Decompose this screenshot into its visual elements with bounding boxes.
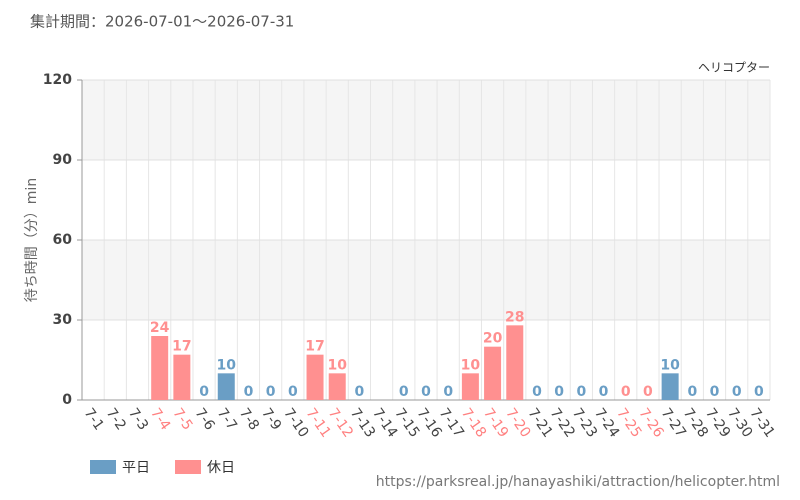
bar (217, 373, 235, 400)
data-label: 0 (576, 384, 586, 400)
data-label: 17 (172, 339, 191, 355)
bar (173, 354, 191, 400)
x-tick-label: 7-1 (81, 405, 107, 433)
chart-title: 集計期間：2026-07-01～2026-07-31 (30, 13, 294, 31)
bar (328, 373, 346, 400)
data-label: 0 (399, 384, 409, 400)
data-label: 28 (505, 309, 524, 325)
legend-swatch (90, 460, 116, 474)
y-tick-label: 60 (53, 232, 73, 248)
data-label: 0 (732, 384, 742, 400)
x-tick-label: 7-3 (125, 405, 151, 433)
data-label: 10 (461, 357, 481, 373)
data-label: 0 (266, 384, 276, 400)
x-tick-label: 7-7 (214, 405, 240, 433)
data-label: 20 (483, 331, 503, 347)
data-label: 0 (621, 384, 631, 400)
data-label: 0 (532, 384, 542, 400)
data-label: 0 (643, 384, 653, 400)
bar (461, 373, 479, 400)
data-label: 0 (554, 384, 564, 400)
x-tick-label: 7-5 (169, 405, 195, 433)
data-label: 0 (710, 384, 720, 400)
data-label: 0 (288, 384, 298, 400)
grid-band (82, 80, 770, 160)
x-tick-label: 7-31 (746, 405, 777, 440)
x-tick-label: 7-4 (147, 405, 173, 433)
bar (306, 354, 324, 400)
grid-band (82, 240, 770, 320)
bar (661, 373, 679, 400)
x-tick-label: 7-8 (236, 405, 262, 433)
data-label: 24 (150, 320, 170, 336)
data-label: 0 (244, 384, 254, 400)
legend-swatch (175, 460, 201, 474)
data-label: 0 (754, 384, 764, 400)
x-tick-label: 7-2 (103, 405, 129, 433)
legend-label: 休日 (207, 460, 235, 476)
data-label: 17 (305, 339, 324, 355)
bar (151, 336, 169, 400)
y-axis-label: 待ち時間（分）min (24, 178, 40, 302)
y-tick-label: 30 (53, 312, 73, 328)
legend-label: 平日 (122, 460, 150, 476)
y-tick-label: 0 (62, 392, 72, 408)
x-tick-label: 7-9 (258, 405, 284, 433)
data-label: 10 (327, 357, 347, 373)
chart-subtitle: ヘリコプター (698, 61, 770, 75)
data-label: 0 (199, 384, 209, 400)
y-tick-label: 90 (53, 152, 73, 168)
data-label: 10 (217, 357, 237, 373)
bar (506, 325, 524, 400)
bar (484, 346, 502, 400)
x-tick-label: 7-6 (192, 405, 218, 433)
source-url: https://parksreal.jp/hanayashiki/attract… (376, 474, 780, 490)
data-label: 0 (421, 384, 431, 400)
data-label: 10 (660, 357, 680, 373)
data-label: 0 (355, 384, 365, 400)
data-label: 0 (443, 384, 453, 400)
data-label: 0 (599, 384, 609, 400)
y-tick-label: 120 (43, 72, 72, 88)
data-label: 0 (687, 384, 697, 400)
